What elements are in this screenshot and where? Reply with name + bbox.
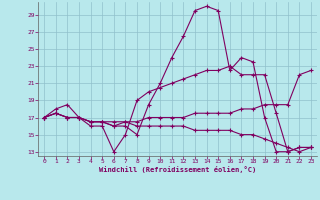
X-axis label: Windchill (Refroidissement éolien,°C): Windchill (Refroidissement éolien,°C) bbox=[99, 166, 256, 173]
